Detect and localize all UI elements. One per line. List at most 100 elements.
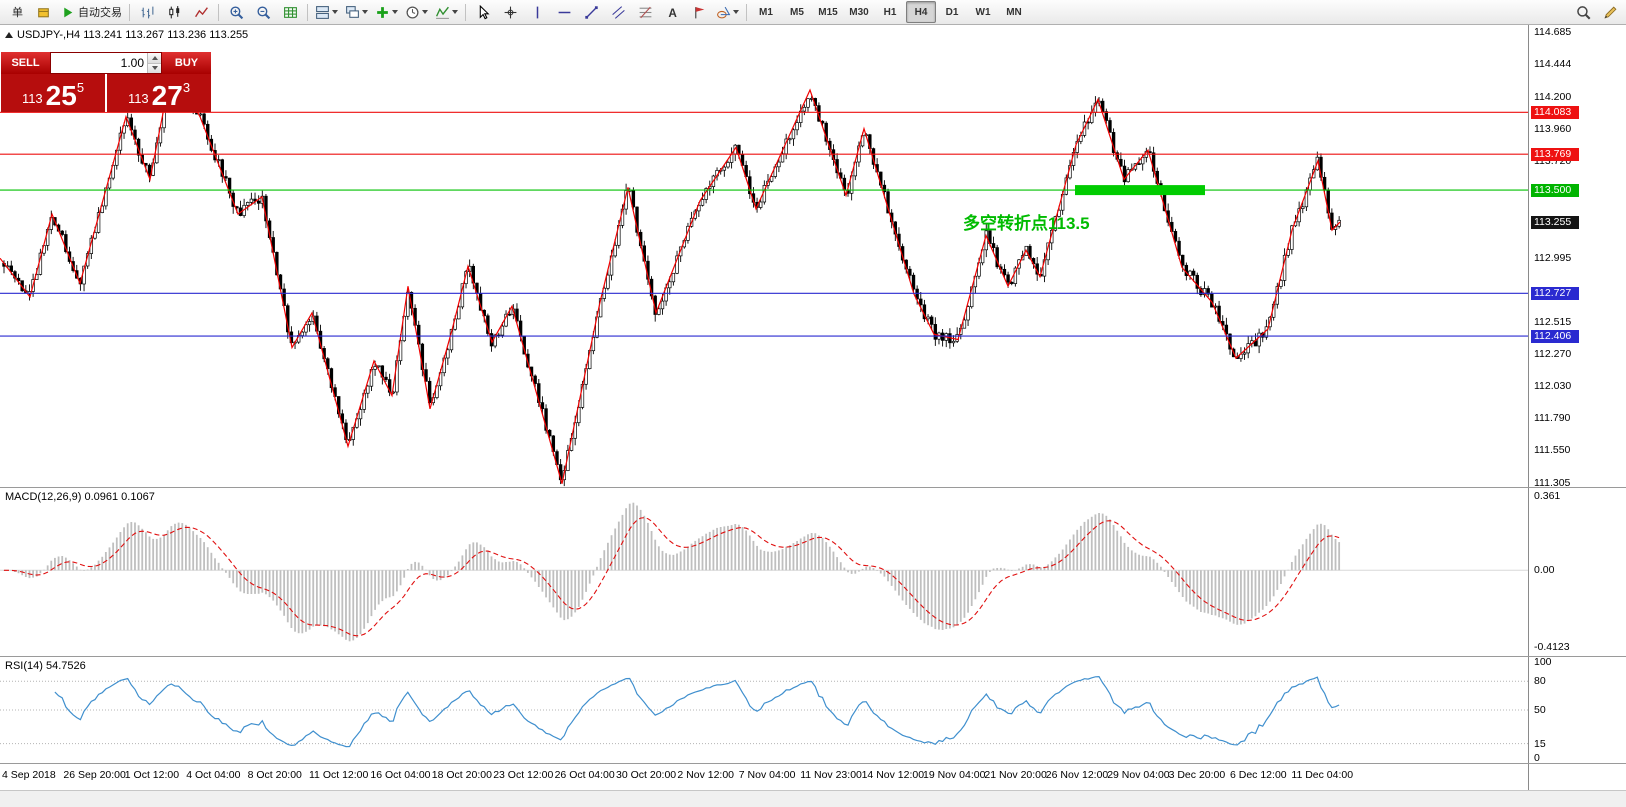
search-button[interactable] bbox=[1570, 1, 1596, 23]
grid-button[interactable] bbox=[277, 1, 303, 23]
shapes-icon bbox=[716, 5, 731, 20]
chevron-down-icon bbox=[392, 10, 398, 14]
volume-input[interactable]: 1.00 bbox=[50, 52, 162, 74]
channel-button[interactable] bbox=[605, 1, 631, 23]
panel-separator[interactable] bbox=[0, 763, 1626, 764]
volume-stepper bbox=[147, 53, 161, 73]
chevron-down-icon bbox=[733, 10, 739, 14]
vertical-line-button[interactable] bbox=[524, 1, 550, 23]
new-chart-button[interactable] bbox=[30, 1, 56, 23]
timeframe-h1[interactable]: H1 bbox=[883, 6, 897, 18]
timeframe-m1[interactable]: M1 bbox=[759, 6, 773, 18]
time-label: 7 Nov 04:00 bbox=[738, 769, 796, 781]
volume-up-button[interactable] bbox=[148, 53, 161, 64]
price-line-label: 113.769 bbox=[1531, 147, 1579, 161]
price-line-label: 112.406 bbox=[1531, 329, 1579, 343]
price-tick: 112.030 bbox=[1534, 380, 1572, 393]
chevron-down-icon bbox=[332, 10, 338, 14]
search-icon bbox=[1576, 5, 1591, 20]
channel-icon bbox=[611, 5, 626, 20]
price-tick: 112.270 bbox=[1534, 348, 1572, 361]
rsi-axis-level: 80 bbox=[1534, 675, 1546, 688]
text-tool-button[interactable]: A bbox=[659, 1, 685, 23]
fibonacci-button[interactable] bbox=[632, 1, 658, 23]
buy-button[interactable]: BUY bbox=[162, 52, 211, 74]
price-tick: 111.550 bbox=[1534, 444, 1571, 457]
cursor-button[interactable] bbox=[470, 1, 496, 23]
chart-area[interactable]: 多空转折点113.5 USDJPY-,H4 113.241 113.267 11… bbox=[0, 25, 1528, 487]
rsi-label: RSI(14) 54.7526 bbox=[5, 660, 86, 672]
macd-panel[interactable]: MACD(12,26,9) 0.0961 0.1067 bbox=[0, 488, 1528, 656]
volume-value[interactable]: 1.00 bbox=[120, 56, 144, 70]
time-label: 29 Nov 04:00 bbox=[1107, 769, 1170, 781]
zoom-out-button[interactable] bbox=[250, 1, 276, 23]
buy-price-big: 27 bbox=[151, 80, 183, 111]
sell-price-prefix: 113 bbox=[21, 91, 43, 106]
zoom-out-icon bbox=[256, 5, 271, 20]
svg-text:A: A bbox=[668, 6, 677, 19]
rsi-chart[interactable] bbox=[0, 657, 1528, 763]
timeframe-d1[interactable]: D1 bbox=[945, 6, 959, 18]
text-icon: A bbox=[665, 5, 680, 20]
macd-chart[interactable] bbox=[0, 488, 1528, 656]
horizontal-line-button[interactable] bbox=[551, 1, 577, 23]
macd-axis-max: 0.361 bbox=[1534, 490, 1561, 502]
price-tick: 112.995 bbox=[1534, 251, 1572, 264]
timeframe-mn[interactable]: MN bbox=[1006, 6, 1022, 18]
timeframe-m5[interactable]: M5 bbox=[790, 6, 804, 18]
crosshair-button[interactable] bbox=[497, 1, 523, 23]
zoom-in-button[interactable] bbox=[223, 1, 249, 23]
time-label: 4 Sep 2018 bbox=[2, 769, 56, 781]
trendline-button[interactable] bbox=[578, 1, 604, 23]
sell-button[interactable]: SELL bbox=[1, 52, 50, 74]
trendline-icon bbox=[584, 5, 599, 20]
cursor-icon bbox=[476, 4, 491, 20]
status-bar bbox=[0, 790, 1626, 807]
indicators-button[interactable] bbox=[432, 1, 461, 23]
candlestick-chart[interactable]: 多空转折点113.5 bbox=[0, 25, 1528, 487]
edit-button[interactable] bbox=[1597, 1, 1623, 23]
cascade-windows-button[interactable] bbox=[342, 1, 371, 23]
sell-price-sup: 5 bbox=[76, 80, 85, 95]
shapes-button[interactable] bbox=[713, 1, 742, 23]
toolbar: 单 自动交易 A M1 M5 M15 M30 H1 H4 D1 W1 MN bbox=[0, 0, 1626, 25]
arrow-tool-button[interactable] bbox=[686, 1, 712, 23]
volume-down-button[interactable] bbox=[148, 63, 161, 73]
clock-icon bbox=[405, 5, 420, 20]
panel-separator[interactable] bbox=[0, 487, 1626, 488]
sell-price-panel[interactable]: 113 25 5 bbox=[1, 74, 105, 112]
orders-menu-button[interactable]: 单 bbox=[3, 1, 29, 23]
panel-separator[interactable] bbox=[0, 656, 1626, 657]
buy-price-panel[interactable]: 113 27 3 bbox=[107, 74, 211, 112]
crosshair-icon bbox=[503, 5, 518, 20]
timeframe-m30[interactable]: M30 bbox=[849, 6, 869, 18]
toolbar-separator bbox=[129, 3, 130, 21]
time-label: 23 Oct 12:00 bbox=[493, 769, 554, 781]
new-order-button[interactable] bbox=[372, 1, 401, 23]
period-selector-button[interactable] bbox=[402, 1, 431, 23]
vline-icon bbox=[530, 5, 545, 20]
timeframe-w1[interactable]: W1 bbox=[975, 6, 991, 18]
candlestick-chart-button[interactable] bbox=[161, 1, 187, 23]
timeframe-h4[interactable]: H4 bbox=[906, 1, 936, 23]
macd-label: MACD(12,26,9) 0.0961 0.1067 bbox=[5, 491, 155, 503]
price-tick: 114.444 bbox=[1534, 58, 1572, 71]
timeframe-m15[interactable]: M15 bbox=[818, 6, 838, 18]
plus-icon bbox=[375, 5, 390, 20]
current-price-label: 113.255 bbox=[1531, 216, 1579, 230]
price-axis[interactable]: 114.685 114.444 114.200 113.960 113.720 112.9… bbox=[1528, 25, 1626, 790]
indicator-icon bbox=[435, 5, 450, 20]
rsi-panel[interactable]: RSI(14) 54.7526 bbox=[0, 657, 1528, 763]
tile-windows-button[interactable] bbox=[312, 1, 341, 23]
price-tick: 113.960 bbox=[1534, 122, 1572, 135]
time-label: 6 Dec 12:00 bbox=[1230, 769, 1287, 781]
line-chart-button[interactable] bbox=[188, 1, 214, 23]
chevron-down-icon bbox=[452, 10, 458, 14]
grid-icon bbox=[283, 5, 298, 20]
auto-trading-button[interactable]: 自动交易 bbox=[57, 1, 125, 23]
bar-chart-button[interactable] bbox=[134, 1, 160, 23]
price-line-label: 113.500 bbox=[1531, 183, 1579, 197]
time-axis[interactable]: 4 Sep 2018 26 Sep 20:00 1 Oct 12:00 4 Oct 0… bbox=[0, 764, 1528, 790]
orders-menu-button-label: 单 bbox=[12, 7, 23, 19]
